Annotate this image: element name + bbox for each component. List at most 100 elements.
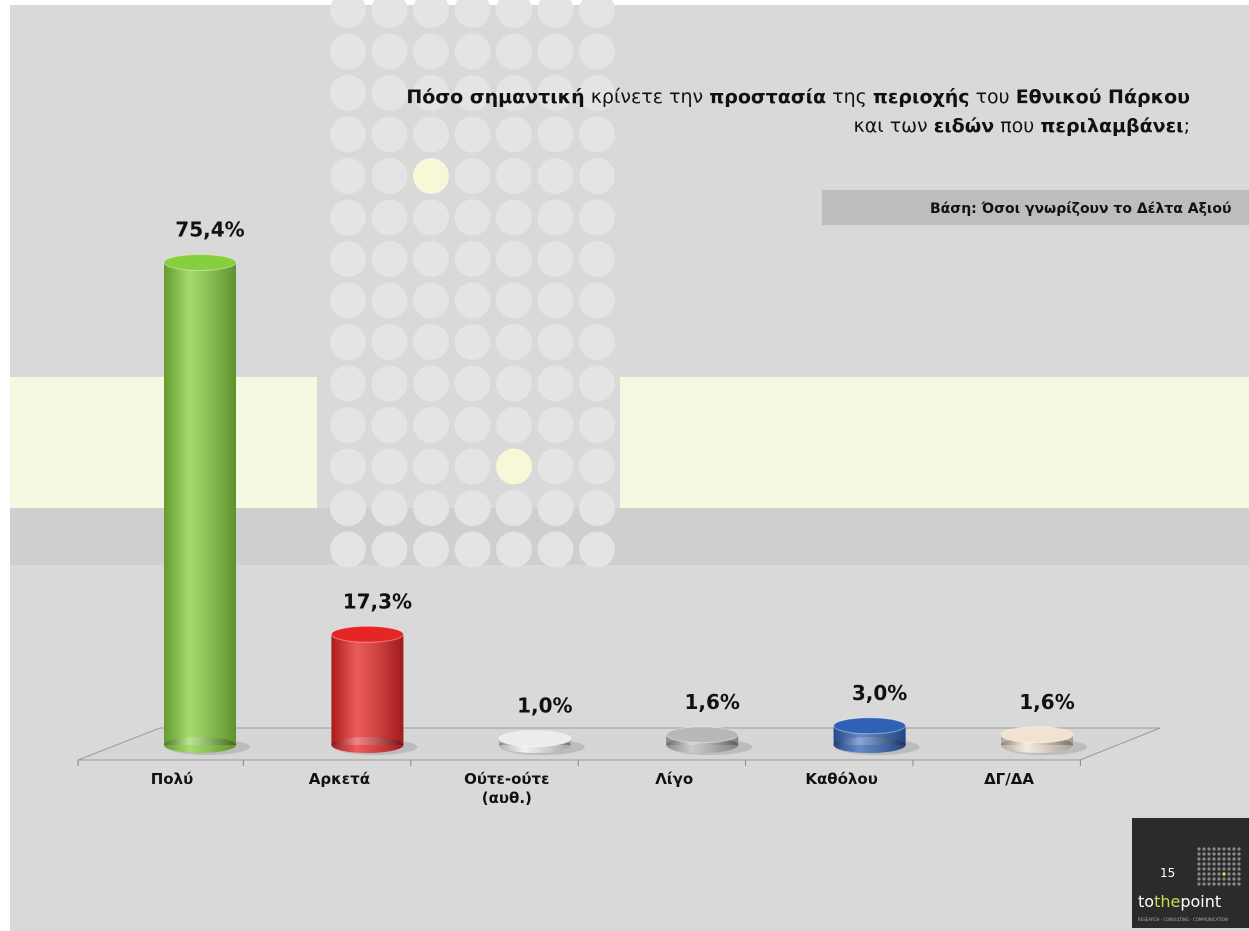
slide-number: 15	[1160, 866, 1175, 880]
logo-part: point	[1180, 892, 1221, 911]
dot	[496, 200, 532, 236]
logo-dot	[1207, 882, 1210, 885]
dot	[538, 449, 574, 485]
logo-part: the	[1154, 892, 1180, 911]
logo-dot	[1222, 877, 1225, 880]
value-label: 75,4%	[175, 217, 244, 241]
title-part: προστασία	[709, 86, 826, 108]
dot	[579, 283, 615, 319]
dot	[455, 532, 491, 568]
logo-dot	[1227, 867, 1230, 870]
x-tick-label: Πολύ	[117, 770, 227, 789]
dot	[496, 283, 532, 319]
x-tick-label: Αρκετά	[284, 770, 394, 789]
title-part: και των	[854, 115, 934, 137]
dot	[579, 34, 615, 70]
logo-tagline: RESEARCH · CONSULTING · COMMUNICATION	[1138, 917, 1228, 922]
logo-dot	[1197, 847, 1200, 850]
bar	[164, 254, 236, 753]
bar	[331, 626, 403, 753]
dot	[372, 200, 408, 236]
logo-dot	[1207, 847, 1210, 850]
logo-dot	[1212, 872, 1215, 875]
dot	[330, 324, 366, 360]
dot	[372, 407, 408, 443]
logo-dot	[1222, 857, 1225, 860]
logo-dot	[1212, 847, 1215, 850]
dot	[413, 324, 449, 360]
logo-dot	[1197, 877, 1200, 880]
logo-dot	[1207, 867, 1210, 870]
logo-dot	[1227, 847, 1230, 850]
title-part: που	[994, 115, 1040, 137]
dot	[413, 200, 449, 236]
title-part: περιλαμβάνει	[1040, 115, 1183, 137]
dot	[496, 117, 532, 153]
dot	[455, 117, 491, 153]
logo-dot	[1202, 847, 1205, 850]
dot	[330, 75, 366, 111]
dot	[579, 241, 615, 277]
dot	[413, 283, 449, 319]
dot	[330, 117, 366, 153]
logo-dot	[1237, 847, 1240, 850]
logo-dot	[1222, 862, 1225, 865]
dot	[413, 366, 449, 402]
logo-dot	[1232, 872, 1235, 875]
logo-dot	[1227, 862, 1230, 865]
logo-dot	[1212, 877, 1215, 880]
value-label: 17,3%	[343, 589, 412, 613]
value-label: 1,0%	[517, 694, 572, 718]
logo-dot	[1232, 877, 1235, 880]
dot	[538, 324, 574, 360]
logo-dot	[1197, 852, 1200, 855]
logo-dot	[1202, 852, 1205, 855]
title-part: της	[826, 86, 873, 108]
dot	[579, 532, 615, 568]
dot	[330, 532, 366, 568]
dot	[579, 117, 615, 153]
dot	[413, 34, 449, 70]
band	[10, 377, 317, 508]
dot	[538, 407, 574, 443]
logo-dot	[1237, 872, 1240, 875]
title-part: ;	[1184, 115, 1190, 137]
logo-dot	[1202, 867, 1205, 870]
subtitle: Βάση: Όσοι γνωρίζουν το Δέλτα Αξιού	[930, 201, 1231, 217]
bar	[499, 731, 571, 753]
logo-dot	[1237, 862, 1240, 865]
dot	[538, 200, 574, 236]
dot	[538, 366, 574, 402]
dot	[330, 490, 366, 526]
x-tick-label: Ούτε-ούτε (αυθ.)	[452, 770, 562, 808]
x-tick-label: Λίγο	[619, 770, 729, 789]
dot	[372, 324, 408, 360]
logo-dot	[1207, 872, 1210, 875]
bar-top	[331, 626, 403, 642]
logo-dot	[1212, 867, 1215, 870]
logo-dot	[1217, 862, 1220, 865]
dot	[496, 490, 532, 526]
dot	[413, 449, 449, 485]
bar	[666, 727, 738, 753]
value-label: 1,6%	[684, 690, 739, 714]
logo-dot	[1207, 852, 1210, 855]
logo-dot	[1237, 857, 1240, 860]
value-label: 1,6%	[1019, 690, 1074, 714]
logo-box	[1132, 818, 1249, 928]
dot	[372, 283, 408, 319]
bar-top	[666, 727, 738, 743]
dot	[413, 117, 449, 153]
dot	[455, 324, 491, 360]
dot	[330, 241, 366, 277]
logo-dot	[1227, 872, 1230, 875]
bar-shade	[164, 262, 236, 745]
band	[620, 377, 1249, 508]
value-label: 3,0%	[852, 681, 907, 705]
dot	[455, 407, 491, 443]
title-part: Πόσο σημαντική	[406, 86, 584, 108]
dot	[496, 532, 532, 568]
bar-bottom-shade	[164, 737, 236, 753]
dot	[330, 34, 366, 70]
logo-dot	[1232, 847, 1235, 850]
